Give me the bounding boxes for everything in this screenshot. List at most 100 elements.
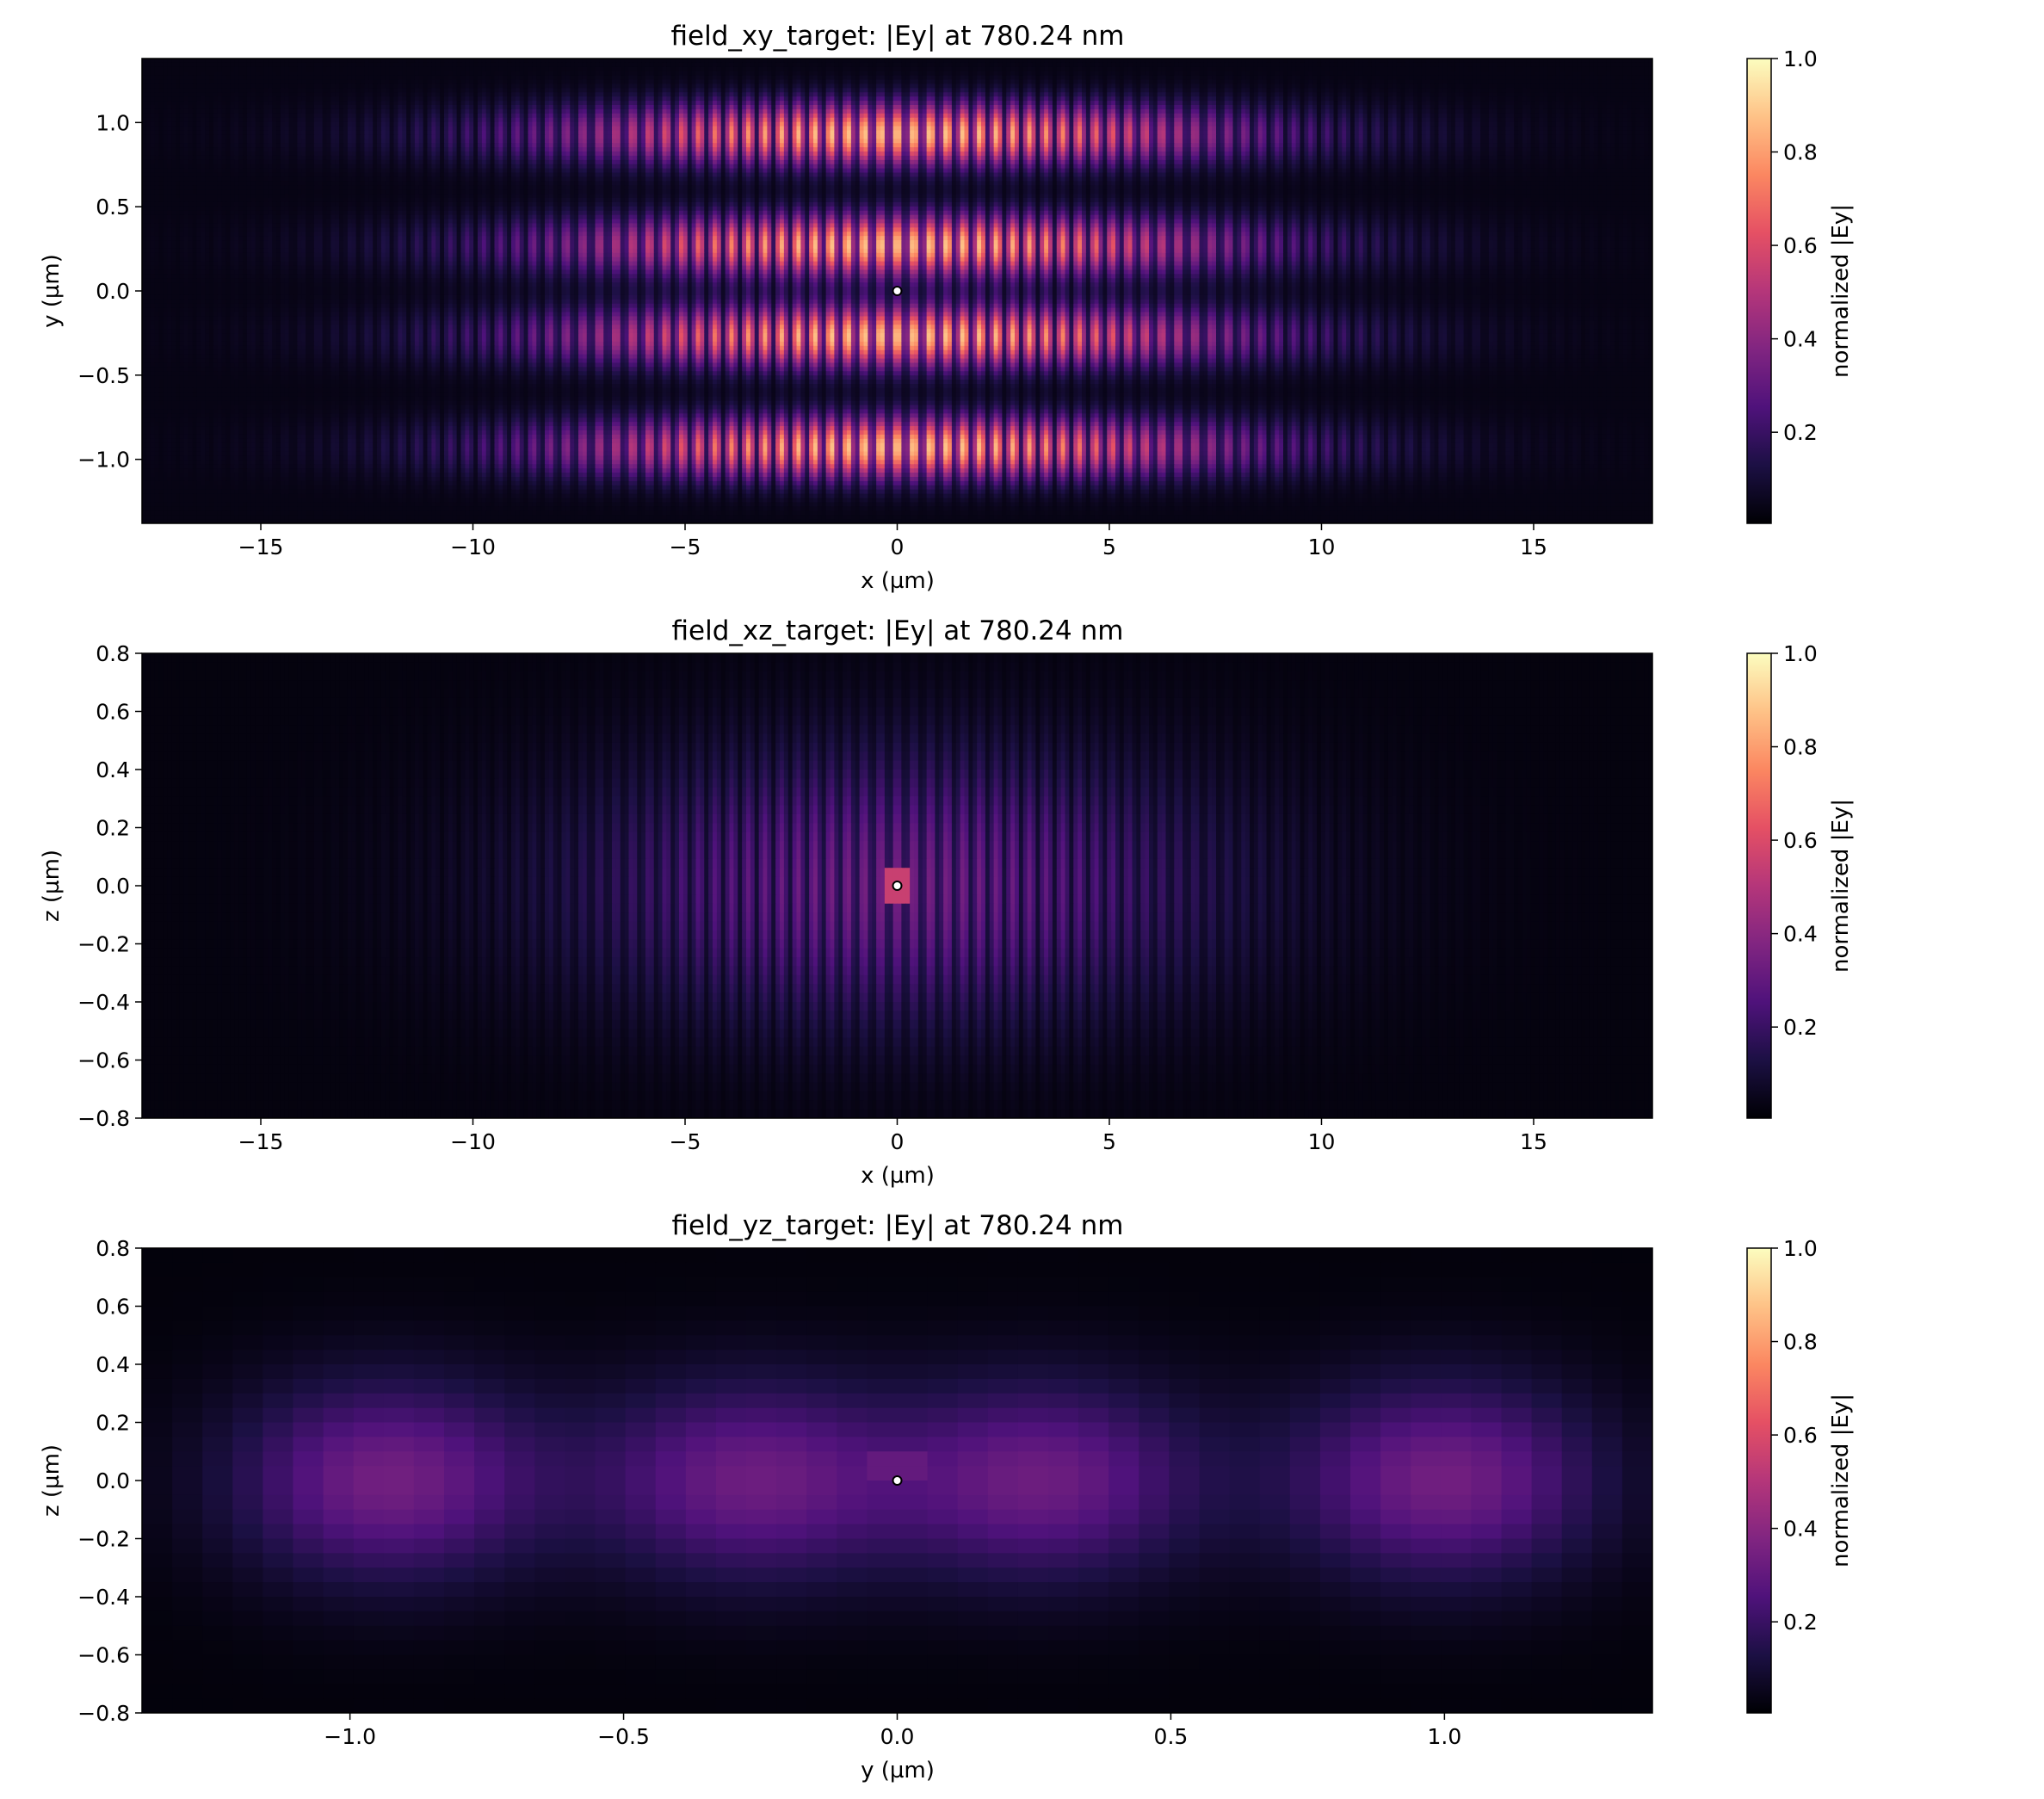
heatmap-cell xyxy=(621,83,625,89)
heatmap-cell xyxy=(167,83,171,89)
heatmap-cell xyxy=(650,63,654,68)
heatmap-cell xyxy=(361,88,365,93)
heatmap-cell xyxy=(411,92,415,97)
heatmap-cell xyxy=(1275,71,1279,77)
heatmap-cell xyxy=(511,88,516,93)
heatmap-cell xyxy=(314,67,318,72)
heatmap-cell xyxy=(243,76,247,81)
heatmap-cell xyxy=(364,67,368,72)
heatmap-cell xyxy=(738,83,742,89)
heatmap-cell xyxy=(1375,71,1380,77)
heatmap-cell xyxy=(1556,71,1560,77)
heatmap-cell xyxy=(1170,83,1174,89)
heatmap-cell xyxy=(708,76,713,81)
heatmap-cell xyxy=(218,83,222,89)
heatmap-cell xyxy=(1585,92,1590,97)
heatmap-cell xyxy=(1069,80,1073,85)
heatmap-cell xyxy=(1149,88,1153,93)
heatmap-cell xyxy=(1460,67,1464,72)
heatmap-cell xyxy=(750,76,755,81)
heatmap-cell xyxy=(562,67,566,72)
heatmap-cell xyxy=(348,67,352,72)
heatmap-cell xyxy=(444,83,448,89)
heatmap-cell xyxy=(612,76,616,81)
heatmap-cell xyxy=(1237,83,1241,89)
heatmap-cell xyxy=(1615,59,1619,64)
heatmap-cell xyxy=(1115,76,1120,81)
heatmap-cell xyxy=(213,92,218,97)
heatmap-cell xyxy=(658,67,663,72)
heatmap-cell xyxy=(713,67,717,72)
heatmap-cell xyxy=(1337,71,1342,77)
heatmap-cell xyxy=(268,59,272,64)
heatmap-cell xyxy=(1057,67,1061,72)
heatmap-cell xyxy=(1560,63,1565,68)
heatmap-cell xyxy=(1547,83,1552,89)
heatmap-cell xyxy=(730,83,734,89)
heatmap-cell xyxy=(1539,63,1543,68)
heatmap-cell xyxy=(1270,71,1275,77)
heatmap-cell xyxy=(860,88,864,93)
heatmap-cell xyxy=(159,88,164,93)
heatmap-cell xyxy=(939,67,943,72)
heatmap-cell xyxy=(511,96,516,102)
heatmap-cell xyxy=(1375,88,1380,93)
heatmap-cell xyxy=(440,80,444,85)
heatmap-cell xyxy=(726,63,730,68)
heatmap-cell xyxy=(1476,71,1480,77)
heatmap-cell xyxy=(491,59,495,64)
heatmap-cell xyxy=(402,83,406,89)
heatmap-cell xyxy=(860,80,864,85)
heatmap-cell xyxy=(771,92,775,97)
heatmap-cell xyxy=(952,92,956,97)
heatmap-cell xyxy=(968,59,973,64)
heatmap-cell xyxy=(1296,63,1300,68)
heatmap-cell xyxy=(1061,76,1065,81)
heatmap-cell xyxy=(1133,71,1137,77)
heatmap-cell xyxy=(1602,76,1607,81)
heatmap-cell xyxy=(759,92,763,97)
heatmap-cell xyxy=(1078,67,1082,72)
heatmap-cell xyxy=(663,59,667,64)
heatmap-cell xyxy=(318,71,323,77)
heatmap-cell xyxy=(1019,92,1023,97)
heatmap-cell xyxy=(1505,80,1510,85)
heatmap-cell xyxy=(965,92,969,97)
heatmap-cell xyxy=(759,96,763,102)
heatmap-cell xyxy=(1254,80,1258,85)
heatmap-cell xyxy=(914,67,918,72)
heatmap-cell xyxy=(1590,76,1594,81)
heatmap-cell xyxy=(289,92,293,97)
heatmap-cell xyxy=(675,80,679,85)
heatmap-cell xyxy=(453,59,457,64)
heatmap-cell xyxy=(1300,67,1305,72)
heatmap-cell xyxy=(956,76,960,81)
heatmap-cell xyxy=(435,92,440,97)
heatmap-cell xyxy=(565,59,570,64)
heatmap-cell xyxy=(1472,63,1476,68)
heatmap-cell xyxy=(847,71,851,77)
heatmap-cell xyxy=(1032,71,1036,77)
heatmap-cell xyxy=(1237,63,1241,68)
heatmap-cell xyxy=(679,88,683,93)
heatmap-cell xyxy=(834,80,838,85)
heatmap-cell xyxy=(1200,67,1204,72)
heatmap-cell xyxy=(1350,88,1355,93)
heatmap-cell xyxy=(243,67,247,72)
heatmap-cell xyxy=(855,76,860,81)
heatmap-cell xyxy=(1413,59,1417,64)
heatmap-cell xyxy=(822,59,826,64)
heatmap-cell xyxy=(511,76,516,81)
heatmap-cell xyxy=(675,92,679,97)
heatmap-cell xyxy=(831,71,835,77)
heatmap-cell xyxy=(742,59,746,64)
heatmap-cell xyxy=(826,76,831,81)
heatmap-cell xyxy=(1090,76,1095,81)
heatmap-cell xyxy=(1460,71,1464,77)
heatmap-cell xyxy=(1057,80,1061,85)
heatmap-cell xyxy=(276,96,281,102)
heatmap-cell xyxy=(1015,88,1019,93)
heatmap-cell xyxy=(444,59,448,64)
heatmap-cell xyxy=(1442,76,1447,81)
heatmap-cell xyxy=(755,63,759,68)
